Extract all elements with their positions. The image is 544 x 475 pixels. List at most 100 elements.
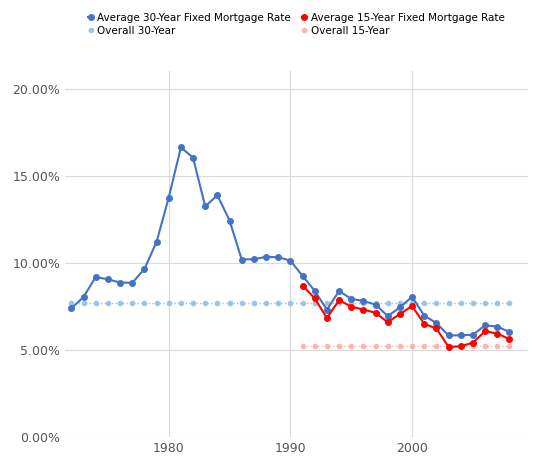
Overall 30-Year — [336, 300, 342, 305]
Overall 30-Year — [287, 300, 294, 305]
Overall 15-Year — [458, 343, 464, 349]
Overall 15-Year — [446, 343, 452, 349]
Overall 30-Year — [385, 300, 391, 305]
Line: Average 30-Year Fixed Mortgage Rate: Average 30-Year Fixed Mortgage Rate — [69, 144, 512, 338]
Average 15-Year Fixed Mortgage Rate — [469, 340, 476, 345]
Average 15-Year Fixed Mortgage Rate — [336, 297, 342, 303]
Overall 30-Year — [238, 300, 245, 305]
Line: Overall 15-Year: Overall 15-Year — [300, 344, 511, 348]
Average 30-Year Fixed Mortgage Rate — [360, 298, 367, 304]
Overall 30-Year — [214, 300, 221, 305]
Average 15-Year Fixed Mortgage Rate — [421, 321, 428, 327]
Overall 30-Year — [92, 300, 99, 305]
Average 30-Year Fixed Mortgage Rate — [482, 323, 489, 328]
Overall 30-Year — [141, 300, 147, 305]
Overall 30-Year — [81, 300, 87, 305]
Overall 30-Year — [104, 300, 111, 305]
Average 15-Year Fixed Mortgage Rate — [409, 303, 416, 309]
Average 15-Year Fixed Mortgage Rate — [397, 311, 403, 317]
Overall 30-Year — [360, 300, 367, 305]
Average 15-Year Fixed Mortgage Rate — [360, 307, 367, 313]
Average 15-Year Fixed Mortgage Rate — [312, 295, 318, 301]
Average 30-Year Fixed Mortgage Rate — [238, 256, 245, 262]
Overall 15-Year — [372, 343, 379, 349]
Overall 15-Year — [469, 343, 476, 349]
Overall 30-Year — [409, 300, 416, 305]
Average 30-Year Fixed Mortgage Rate — [153, 239, 160, 245]
Overall 30-Year — [190, 300, 196, 305]
Average 15-Year Fixed Mortgage Rate — [348, 304, 355, 310]
Average 30-Year Fixed Mortgage Rate — [263, 254, 269, 260]
Overall 30-Year — [165, 300, 172, 305]
Average 15-Year Fixed Mortgage Rate — [433, 326, 440, 332]
Line: Average 15-Year Fixed Mortgage Rate: Average 15-Year Fixed Mortgage Rate — [300, 283, 512, 350]
Overall 30-Year — [446, 300, 452, 305]
Average 30-Year Fixed Mortgage Rate — [68, 305, 75, 311]
Average 30-Year Fixed Mortgage Rate — [190, 155, 196, 161]
Average 30-Year Fixed Mortgage Rate — [287, 258, 294, 264]
Average 15-Year Fixed Mortgage Rate — [372, 310, 379, 316]
Overall 30-Year — [153, 300, 160, 305]
Average 30-Year Fixed Mortgage Rate — [275, 255, 281, 260]
Average 15-Year Fixed Mortgage Rate — [494, 331, 500, 336]
Overall 30-Year — [263, 300, 269, 305]
Overall 15-Year — [312, 343, 318, 349]
Average 30-Year Fixed Mortgage Rate — [202, 204, 208, 209]
Average 30-Year Fixed Mortgage Rate — [506, 329, 512, 335]
Overall 30-Year — [226, 300, 233, 305]
Overall 30-Year — [494, 300, 500, 305]
Average 30-Year Fixed Mortgage Rate — [446, 332, 452, 338]
Average 15-Year Fixed Mortgage Rate — [385, 319, 391, 325]
Average 30-Year Fixed Mortgage Rate — [141, 266, 147, 272]
Average 30-Year Fixed Mortgage Rate — [312, 288, 318, 294]
Overall 30-Year — [117, 300, 123, 305]
Overall 30-Year — [312, 300, 318, 305]
Average 30-Year Fixed Mortgage Rate — [336, 288, 342, 294]
Average 30-Year Fixed Mortgage Rate — [214, 192, 221, 198]
Average 15-Year Fixed Mortgage Rate — [299, 283, 306, 288]
Average 30-Year Fixed Mortgage Rate — [397, 304, 403, 310]
Average 30-Year Fixed Mortgage Rate — [421, 313, 428, 318]
Overall 30-Year — [372, 300, 379, 305]
Overall 15-Year — [336, 343, 342, 349]
Overall 15-Year — [385, 343, 391, 349]
Average 30-Year Fixed Mortgage Rate — [81, 294, 87, 300]
Overall 15-Year — [506, 343, 512, 349]
Overall 15-Year — [494, 343, 500, 349]
Overall 30-Year — [348, 300, 355, 305]
Overall 30-Year — [275, 300, 281, 305]
Overall 30-Year — [129, 300, 135, 305]
Legend: Average 30-Year Fixed Mortgage Rate, Overall 30-Year, Average 15-Year Fixed Mort: Average 30-Year Fixed Mortgage Rate, Ove… — [86, 10, 507, 38]
Overall 15-Year — [433, 343, 440, 349]
Overall 30-Year — [178, 300, 184, 305]
Average 15-Year Fixed Mortgage Rate — [446, 344, 452, 350]
Overall 15-Year — [348, 343, 355, 349]
Average 30-Year Fixed Mortgage Rate — [129, 280, 135, 286]
Average 15-Year Fixed Mortgage Rate — [458, 343, 464, 349]
Overall 30-Year — [324, 300, 330, 305]
Average 30-Year Fixed Mortgage Rate — [458, 332, 464, 338]
Average 30-Year Fixed Mortgage Rate — [165, 195, 172, 200]
Overall 30-Year — [251, 300, 257, 305]
Average 30-Year Fixed Mortgage Rate — [324, 307, 330, 313]
Average 15-Year Fixed Mortgage Rate — [324, 315, 330, 321]
Overall 15-Year — [324, 343, 330, 349]
Overall 30-Year — [421, 300, 428, 305]
Overall 15-Year — [482, 343, 489, 349]
Average 30-Year Fixed Mortgage Rate — [494, 324, 500, 330]
Overall 30-Year — [202, 300, 208, 305]
Average 30-Year Fixed Mortgage Rate — [117, 280, 123, 285]
Overall 15-Year — [421, 343, 428, 349]
Average 30-Year Fixed Mortgage Rate — [251, 256, 257, 262]
Overall 30-Year — [397, 300, 403, 305]
Overall 15-Year — [409, 343, 416, 349]
Average 15-Year Fixed Mortgage Rate — [506, 336, 512, 342]
Overall 30-Year — [433, 300, 440, 305]
Average 30-Year Fixed Mortgage Rate — [433, 320, 440, 326]
Average 30-Year Fixed Mortgage Rate — [178, 144, 184, 150]
Overall 30-Year — [68, 300, 75, 305]
Average 30-Year Fixed Mortgage Rate — [385, 314, 391, 319]
Average 30-Year Fixed Mortgage Rate — [409, 294, 416, 300]
Overall 30-Year — [482, 300, 489, 305]
Average 15-Year Fixed Mortgage Rate — [482, 328, 489, 334]
